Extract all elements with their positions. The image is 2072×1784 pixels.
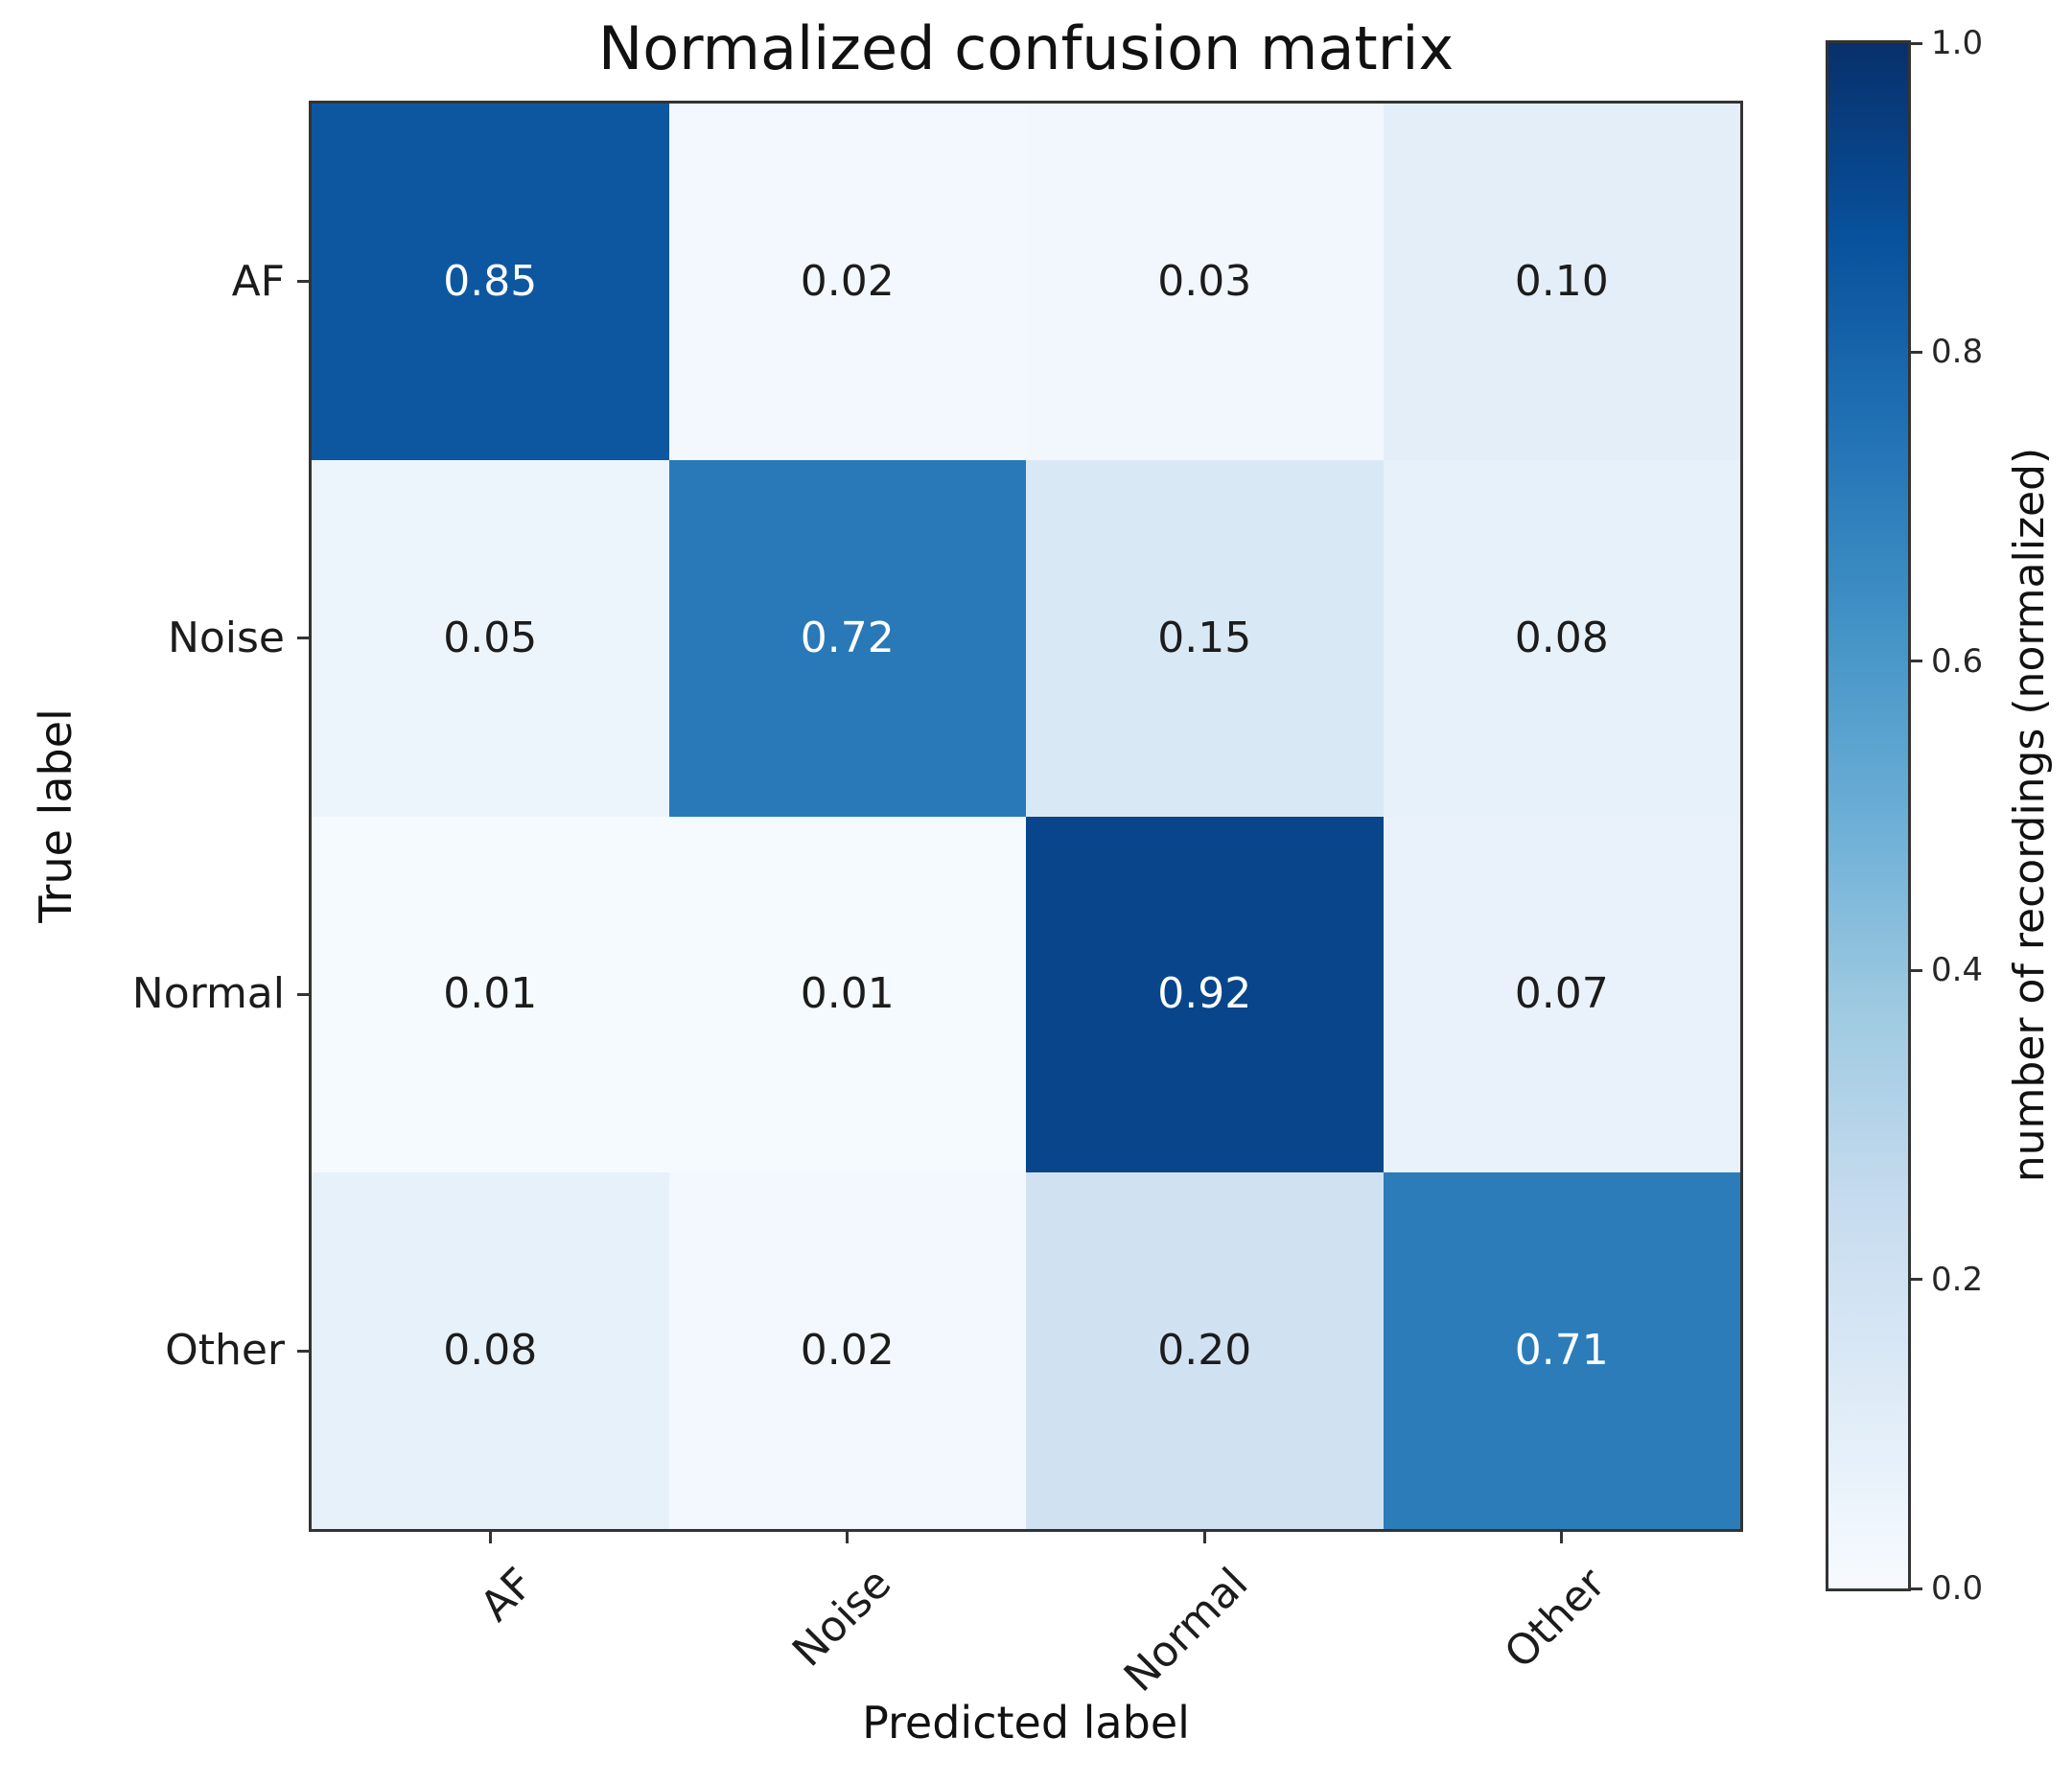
colorbar-tick-label: 0.8 xyxy=(1931,333,1984,372)
y-tick-mark xyxy=(297,280,312,284)
y-tick-mark xyxy=(297,637,312,640)
heatmap-cell: 0.03 xyxy=(1026,104,1384,460)
colorbar-tick-label: 0.2 xyxy=(1931,1260,1984,1299)
y-axis-label: True label xyxy=(30,708,81,923)
colorbar xyxy=(1826,40,1911,1591)
heatmap-cell: 0.92 xyxy=(1026,816,1384,1173)
heatmap-cell: 0.71 xyxy=(1383,1172,1740,1529)
colorbar-label: number of recordings (normalized) xyxy=(2005,447,2054,1183)
y-tick-label: Other xyxy=(165,1326,285,1376)
heatmap-axes: 0.85 0.02 0.03 0.10 0.05 0.72 0.15 0.08 0.01 0.01… xyxy=(309,101,1743,1532)
colorbar-tick-label: 0.6 xyxy=(1931,641,1984,681)
colorbar-tick-mark xyxy=(1908,968,1922,972)
heatmap-cell: 0.02 xyxy=(668,104,1026,460)
chart-title: Normalized confusion matrix xyxy=(597,13,1455,83)
x-tick-label: Noise xyxy=(782,1559,900,1677)
heatmap-cell: 0.01 xyxy=(312,816,669,1173)
colorbar-tick-mark xyxy=(1908,350,1922,354)
heatmap-cell: 0.01 xyxy=(668,816,1026,1173)
x-tick-label: Normal xyxy=(1114,1559,1258,1702)
x-tick-mark xyxy=(846,1529,850,1543)
x-tick-label: Other xyxy=(1495,1559,1615,1679)
colorbar-tick-label: 1.0 xyxy=(1931,24,1984,62)
heatmap-cell: 0.02 xyxy=(668,1172,1026,1529)
y-tick-mark xyxy=(297,1349,312,1353)
x-axis-label: Predicted label xyxy=(862,1697,1190,1749)
heatmap-cell: 0.10 xyxy=(1383,104,1740,460)
x-tick-label: AF xyxy=(471,1559,544,1632)
heatmap-cell: 0.07 xyxy=(1383,816,1740,1173)
heatmap-cell: 0.85 xyxy=(312,104,669,460)
colorbar-gradient xyxy=(1828,43,1908,1588)
colorbar-tick-mark xyxy=(1908,1587,1922,1590)
heatmap-cell: 0.08 xyxy=(312,1172,669,1529)
colorbar-tick-mark xyxy=(1908,660,1922,663)
x-tick-mark xyxy=(488,1529,492,1543)
heatmap-cell: 0.05 xyxy=(312,459,669,817)
x-tick-mark xyxy=(1202,1529,1206,1543)
y-tick-label: AF xyxy=(231,256,285,306)
heatmap-cell: 0.15 xyxy=(1026,459,1384,817)
colorbar-tick-label: 0.4 xyxy=(1931,951,1984,990)
heatmap-cell: 0.72 xyxy=(668,459,1026,817)
colorbar-tick-label: 0.0 xyxy=(1931,1569,1984,1608)
colorbar-tick-mark xyxy=(1908,1278,1922,1282)
heatmap-cell: 0.20 xyxy=(1026,1172,1384,1529)
heatmap-cell: 0.08 xyxy=(1383,459,1740,817)
y-tick-mark xyxy=(297,992,312,996)
y-tick-label: Noise xyxy=(167,613,285,662)
x-tick-mark xyxy=(1560,1529,1564,1543)
colorbar-tick-mark xyxy=(1908,41,1922,45)
heatmap-grid: 0.85 0.02 0.03 0.10 0.05 0.72 0.15 0.08 0.01 0.01… xyxy=(312,104,1740,1529)
y-tick-label: Normal xyxy=(131,969,285,1019)
